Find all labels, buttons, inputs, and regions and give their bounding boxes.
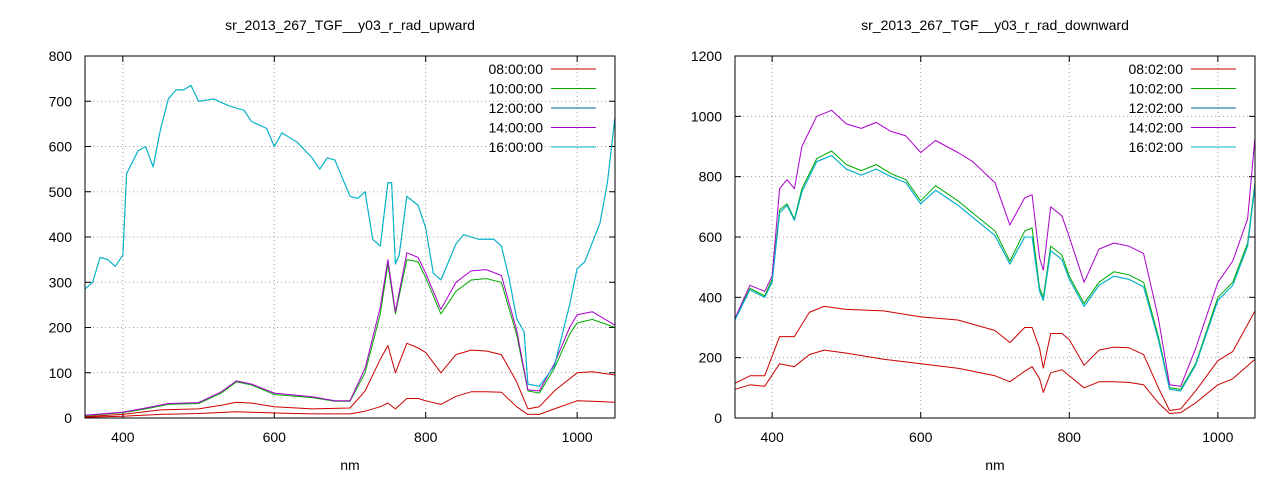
x-tick-label: 600 — [263, 429, 287, 445]
series-line-5 — [84, 84, 616, 387]
series-line-0 — [84, 391, 616, 418]
y-tick-label: 1000 — [691, 108, 722, 124]
y-tick-label: 0 — [64, 410, 72, 426]
x-tick-label: 1000 — [1202, 429, 1233, 445]
y-tick-label: 200 — [699, 350, 723, 366]
x-axis-label: nm — [340, 457, 359, 473]
y-tick-label: 400 — [49, 229, 73, 245]
y-tick-label: 500 — [49, 184, 73, 200]
y-tick-label: 600 — [49, 139, 73, 155]
x-axis-label: nm — [985, 457, 1004, 473]
plot-frame — [734, 55, 1256, 419]
series-line-1 — [84, 342, 616, 418]
legend-label: 14:00:00 — [489, 120, 544, 136]
x-tick-label: 400 — [111, 429, 135, 445]
upward-radiance-chart: sr_2013_267_TGF__y03_r_rad_upward 400 600 8… — [49, 17, 616, 473]
legend-label: 14:02:00 — [1129, 120, 1184, 136]
legend-label: 10:00:00 — [489, 81, 544, 97]
x-tick-label: 600 — [909, 429, 933, 445]
legend-label: 08:02:00 — [1129, 61, 1184, 77]
x-tick-label: 400 — [760, 429, 784, 445]
y-tick-label: 800 — [49, 48, 73, 64]
y-tick-label: 800 — [699, 169, 723, 185]
series-line-1 — [734, 305, 1256, 411]
legend-label: 08:00:00 — [489, 61, 544, 77]
legend-label: 12:00:00 — [489, 100, 544, 116]
series-line-4 — [734, 109, 1256, 387]
legend-label: 10:02:00 — [1129, 81, 1184, 97]
series-line-5 — [734, 155, 1256, 392]
plot-frame — [84, 55, 616, 419]
x-tick-label: 800 — [414, 429, 438, 445]
series-line-2 — [84, 259, 616, 417]
legend-label: 16:02:00 — [1129, 139, 1184, 155]
legend-label: 16:00:00 — [489, 139, 544, 155]
series-line-4 — [84, 252, 616, 416]
y-tick-label: 300 — [49, 274, 73, 290]
series-line-3 — [734, 155, 1256, 392]
y-tick-label: 200 — [49, 320, 73, 336]
x-tick-label: 800 — [1058, 429, 1082, 445]
y-tick-label: 600 — [699, 229, 723, 245]
chart-title: sr_2013_267_TGF__y03_r_rad_upward — [225, 17, 475, 33]
y-tick-label: 400 — [699, 289, 723, 305]
y-tick-label: 0 — [714, 410, 722, 426]
downward-radiance-chart: sr_2013_267_TGF__y03_r_rad_downward 400 60… — [691, 17, 1256, 473]
x-tick-label: 1000 — [562, 429, 593, 445]
series-line-2 — [734, 150, 1256, 390]
y-tick-label: 1200 — [691, 48, 722, 64]
y-tick-label: 700 — [49, 93, 73, 109]
y-tick-label: 100 — [49, 365, 73, 381]
series-line-0 — [734, 349, 1256, 414]
legend-label: 12:02:00 — [1129, 100, 1184, 116]
chart-title: sr_2013_267_TGF__y03_r_rad_downward — [861, 17, 1129, 33]
